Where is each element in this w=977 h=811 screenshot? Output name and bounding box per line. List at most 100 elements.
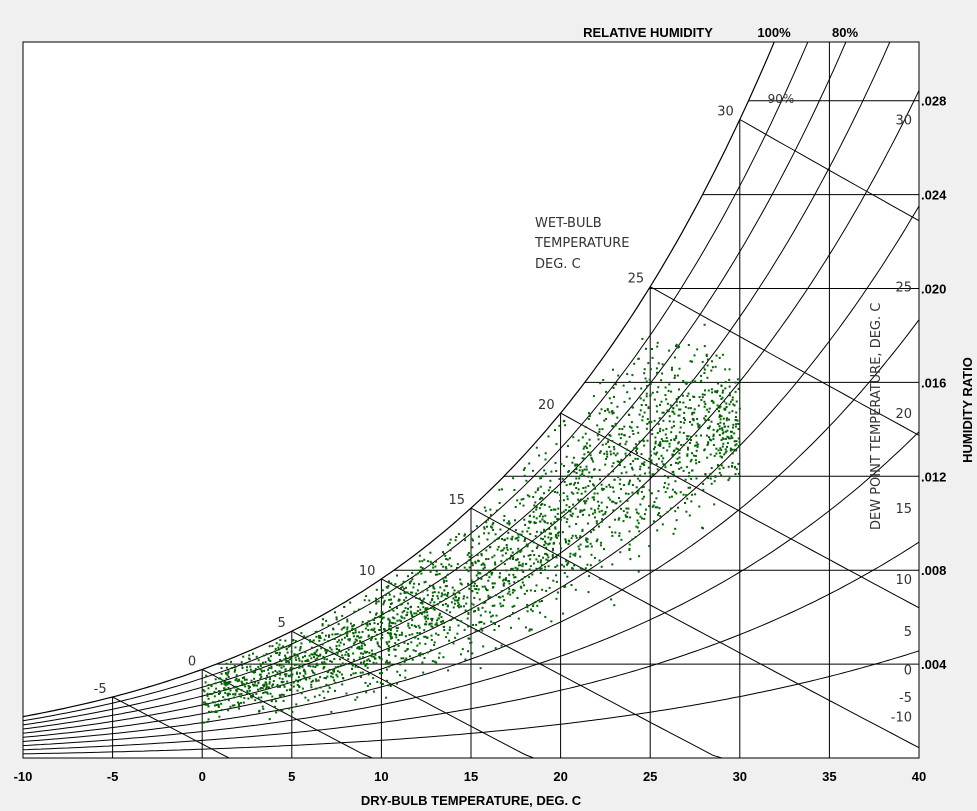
data-point	[336, 670, 339, 673]
dew-point-label: 10	[895, 573, 912, 588]
data-point	[434, 623, 437, 626]
data-point	[456, 566, 458, 569]
data-point	[624, 443, 627, 446]
data-point	[628, 380, 631, 383]
data-point	[453, 593, 456, 596]
data-point	[563, 464, 565, 467]
wet-bulb-label: 0	[188, 654, 196, 669]
data-point	[602, 488, 605, 490]
data-point	[497, 537, 500, 540]
data-point	[478, 598, 481, 601]
data-point	[434, 560, 437, 563]
data-point	[658, 507, 661, 510]
data-point	[346, 626, 349, 629]
data-point	[343, 605, 346, 608]
data-point	[259, 664, 262, 667]
data-point	[207, 705, 210, 708]
data-point	[204, 681, 207, 684]
data-point	[576, 515, 579, 518]
data-point	[554, 526, 557, 529]
data-point	[233, 704, 236, 707]
data-point	[564, 424, 567, 427]
data-point	[295, 658, 298, 661]
data-point	[541, 600, 543, 602]
data-point	[388, 619, 391, 622]
data-point	[423, 615, 426, 618]
data-point	[515, 529, 517, 532]
data-point	[403, 587, 405, 590]
data-point	[323, 638, 326, 641]
data-point	[560, 463, 563, 466]
data-point	[348, 639, 351, 642]
data-point	[659, 441, 662, 444]
data-point	[438, 614, 441, 617]
data-point	[360, 644, 363, 647]
data-point	[460, 620, 463, 623]
data-point	[731, 464, 733, 467]
data-point	[237, 701, 239, 704]
data-point	[484, 601, 487, 604]
data-point	[584, 425, 587, 428]
data-point	[404, 676, 407, 679]
data-point	[441, 593, 444, 596]
data-point	[427, 617, 430, 620]
data-point	[423, 558, 426, 561]
data-point	[202, 721, 205, 724]
data-point	[464, 609, 467, 612]
data-point	[595, 520, 598, 523]
data-point	[455, 536, 458, 538]
data-point	[493, 539, 496, 542]
data-point	[408, 633, 411, 636]
data-point	[326, 658, 329, 661]
data-point	[631, 406, 634, 409]
data-point	[432, 607, 435, 610]
data-point	[555, 580, 558, 583]
data-point	[437, 634, 440, 636]
data-point	[606, 455, 609, 458]
data-point	[292, 639, 295, 641]
data-point	[604, 510, 607, 513]
data-point	[668, 349, 671, 352]
data-point	[360, 652, 362, 655]
data-point	[476, 591, 479, 594]
data-point	[276, 664, 279, 666]
data-point	[714, 475, 717, 478]
data-point	[612, 490, 615, 493]
data-point	[652, 520, 655, 523]
data-point	[387, 649, 390, 652]
data-point	[612, 368, 614, 371]
data-point	[493, 629, 496, 631]
data-point	[419, 566, 422, 569]
data-point	[612, 386, 615, 389]
wet-bulb-label: -5	[94, 682, 107, 697]
data-point	[277, 646, 280, 649]
data-point	[532, 602, 535, 605]
data-point	[418, 642, 421, 645]
data-point	[641, 517, 643, 520]
data-point	[419, 608, 422, 611]
rh-label-100: 100%	[757, 25, 791, 40]
data-point	[664, 491, 667, 493]
data-point	[410, 612, 413, 615]
data-point	[553, 541, 555, 544]
data-point	[468, 566, 471, 569]
data-point	[607, 440, 609, 443]
data-point	[606, 409, 609, 412]
data-point	[608, 526, 611, 529]
data-point	[663, 486, 666, 489]
data-point	[299, 647, 302, 650]
data-point	[467, 611, 470, 614]
data-point	[547, 536, 550, 539]
data-point	[311, 669, 314, 672]
data-point	[314, 652, 317, 655]
data-point	[482, 567, 485, 570]
data-point	[586, 545, 589, 548]
data-point	[671, 454, 674, 457]
data-point	[448, 557, 451, 560]
data-point	[381, 636, 384, 639]
data-point	[455, 595, 457, 598]
data-point	[556, 518, 559, 521]
data-point	[316, 648, 319, 651]
data-point	[675, 461, 677, 464]
data-point	[541, 475, 544, 478]
